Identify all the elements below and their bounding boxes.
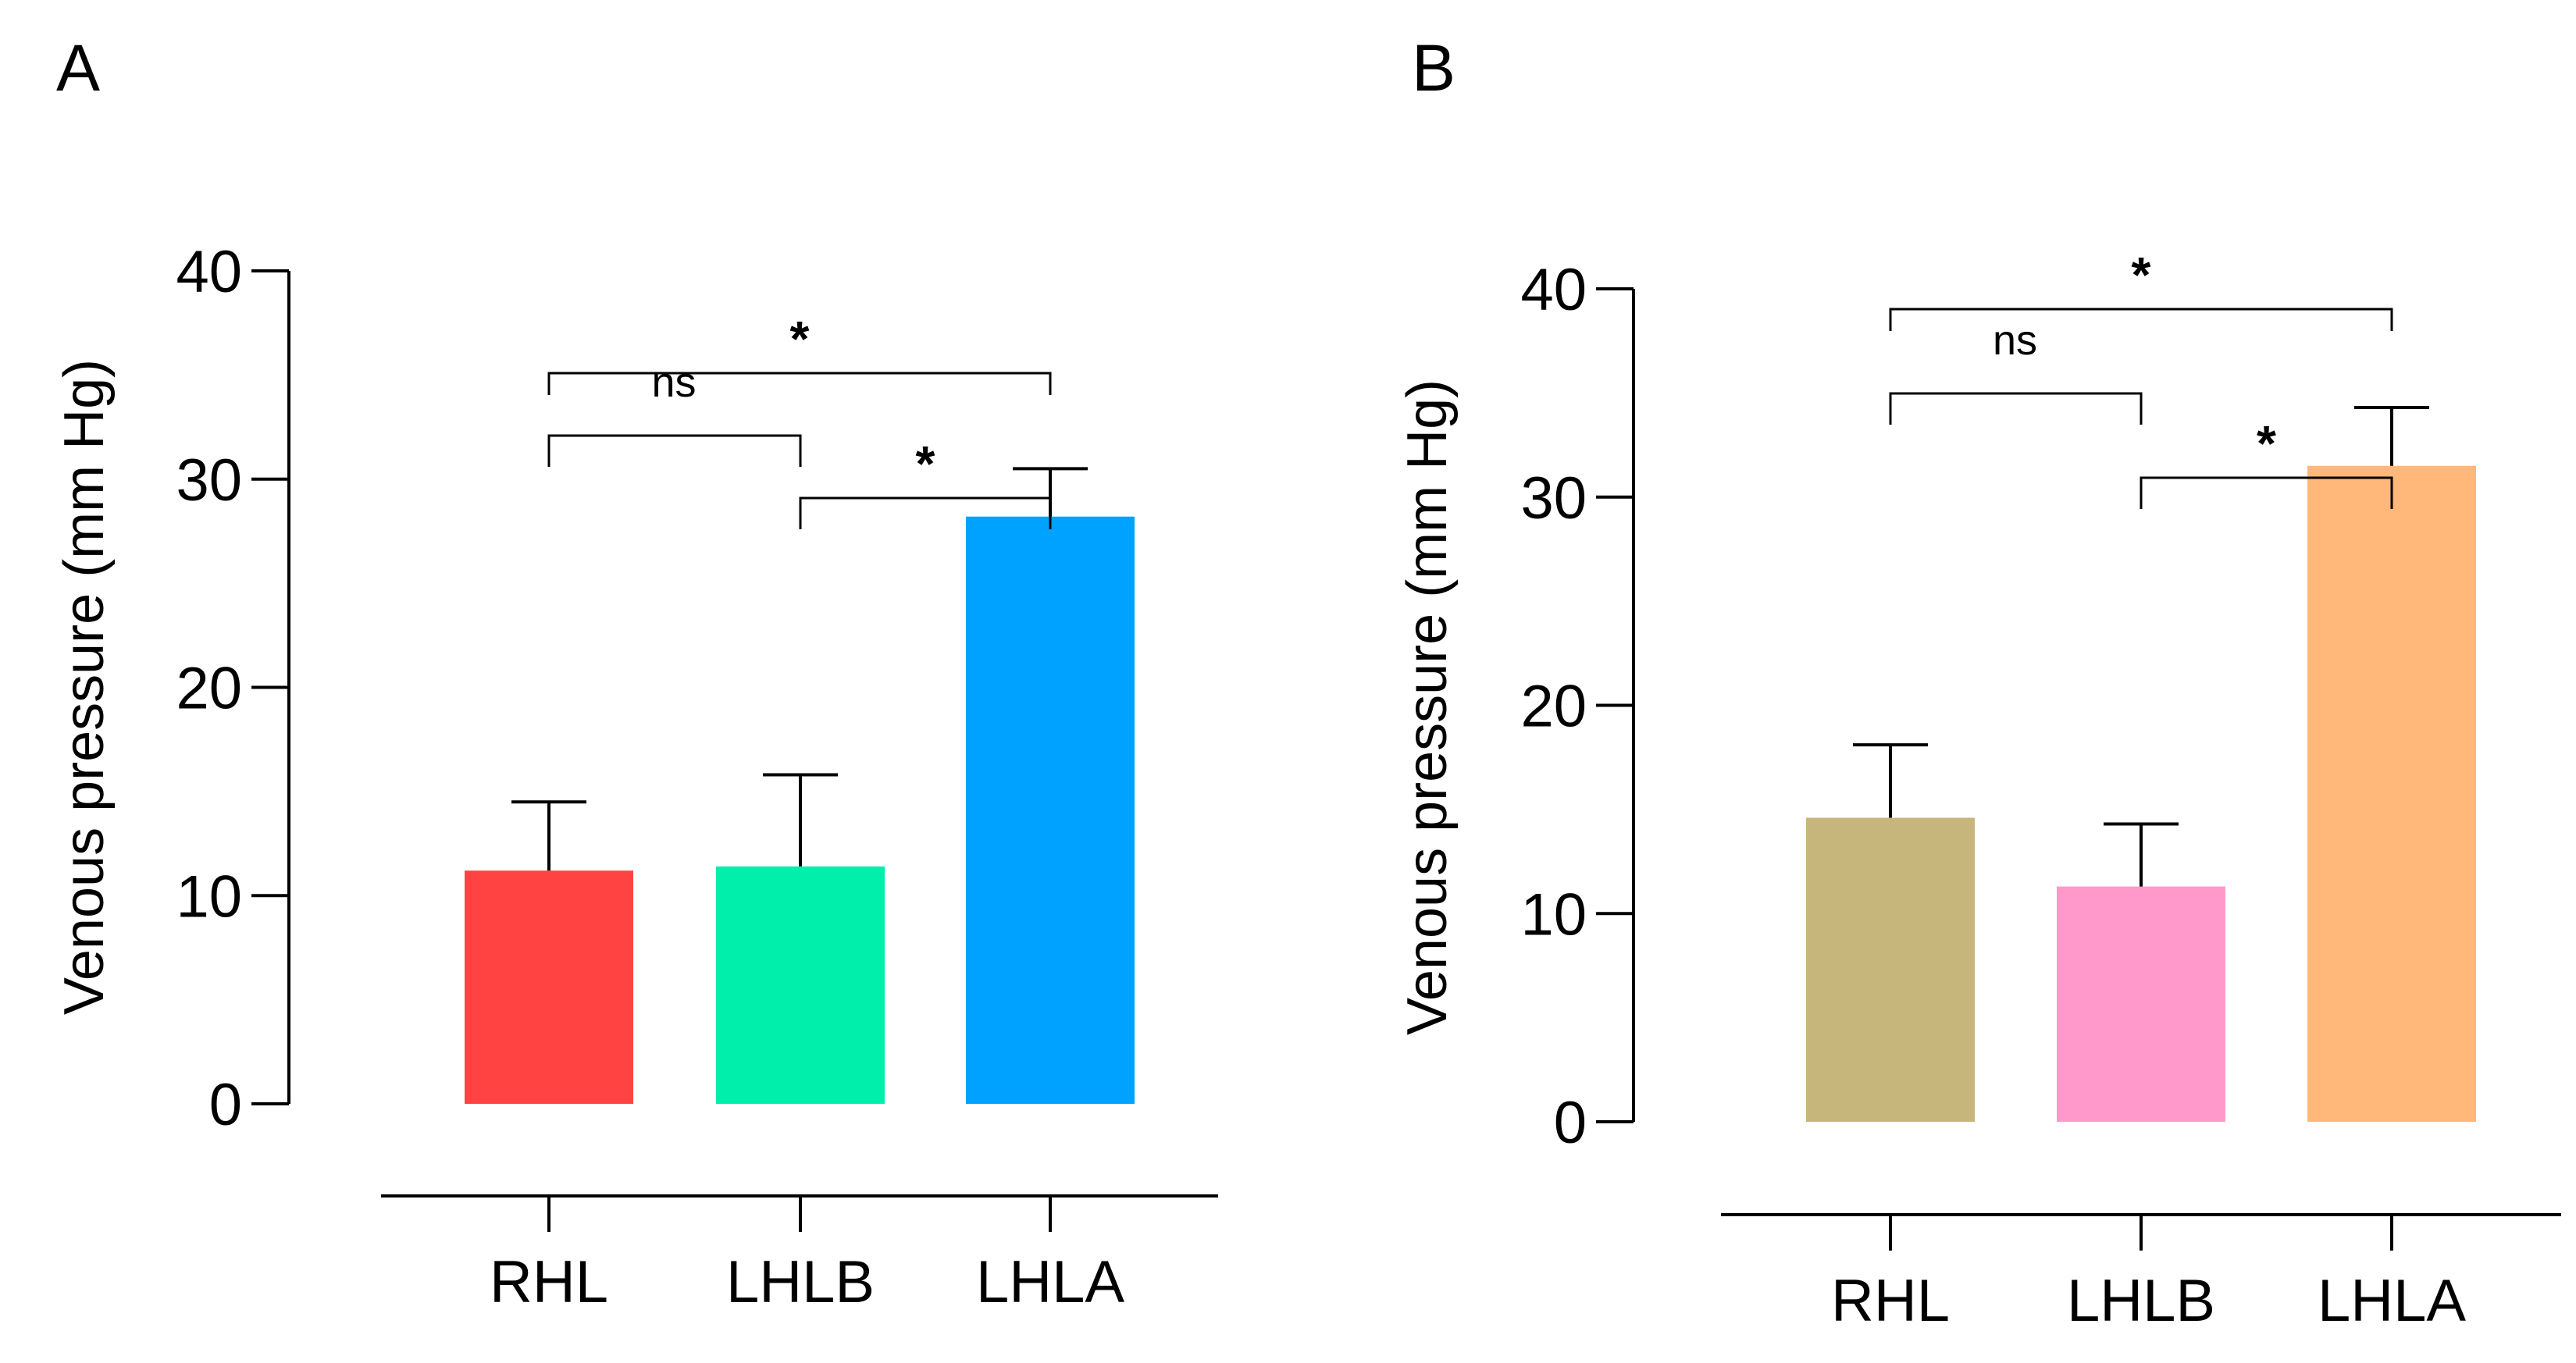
significance-label-lhlb-lhla: *	[916, 436, 935, 492]
panel-a: A 0 10 20 30 40 Venous pressure (mm Hg) RHL LHLB…	[53, 31, 1218, 1315]
y-tick-label: 40	[1520, 257, 1587, 323]
bar-lhlb	[2057, 886, 2225, 1122]
y-tick-label: 0	[1554, 1090, 1587, 1156]
significance-bracket-lhlb-lhla	[2140, 476, 2393, 509]
panel-b: B 0 10 20 30 40 Venous pressure (mm Hg) RHL LHLB…	[1396, 31, 2561, 1334]
bar-rhl	[465, 870, 633, 1104]
significance-bracket-rhl-lhlb	[547, 434, 802, 467]
x-tick-label-rhl: RHL	[490, 1249, 608, 1315]
bar-lhlb	[716, 866, 885, 1104]
significance-label-rhl-lhla: *	[790, 311, 810, 367]
x-tick-label-lhlb: LHLB	[726, 1249, 875, 1315]
y-tick-label: 10	[1520, 881, 1587, 948]
significance-bracket-rhl-lhlb	[1889, 392, 2143, 425]
y-axis-title: Venous pressure (mm Hg)	[53, 359, 116, 1015]
x-tick-label-rhl: RHL	[1831, 1268, 1950, 1334]
y-tick-label: 40	[176, 239, 242, 305]
panel-letter: B	[1412, 31, 1455, 105]
significance-bracket-rhl-lhla	[1889, 308, 2393, 331]
y-tick-label: 0	[209, 1072, 242, 1138]
x-tick-label-lhlb: LHLB	[2067, 1268, 2215, 1334]
y-tick-label: 30	[1520, 465, 1587, 532]
significance-label-lhlb-lhla: *	[2257, 415, 2276, 472]
significance-bracket-rhl-lhla	[547, 372, 1052, 395]
bar-lhla	[966, 516, 1135, 1104]
y-tick-label: 20	[176, 656, 242, 722]
x-tick-label-lhla: LHLA	[2318, 1268, 2466, 1334]
y-tick-label: 10	[176, 863, 242, 930]
y-tick-label: 30	[176, 447, 242, 514]
significance-label-rhl-lhla: *	[2132, 247, 2151, 303]
bar-rhl	[1806, 817, 1975, 1122]
y-axis-title: Venous pressure (mm Hg)	[1396, 379, 1459, 1035]
significance-label-rhl-lhlb: ns	[651, 359, 696, 406]
panel-letter: A	[56, 31, 100, 105]
significance-bracket-lhlb-lhla	[799, 496, 1052, 529]
bar-lhla	[2307, 465, 2476, 1122]
x-tick-label-lhla: LHLA	[976, 1249, 1124, 1315]
y-tick-label: 20	[1520, 674, 1587, 740]
significance-label-rhl-lhlb: ns	[1993, 317, 2037, 364]
